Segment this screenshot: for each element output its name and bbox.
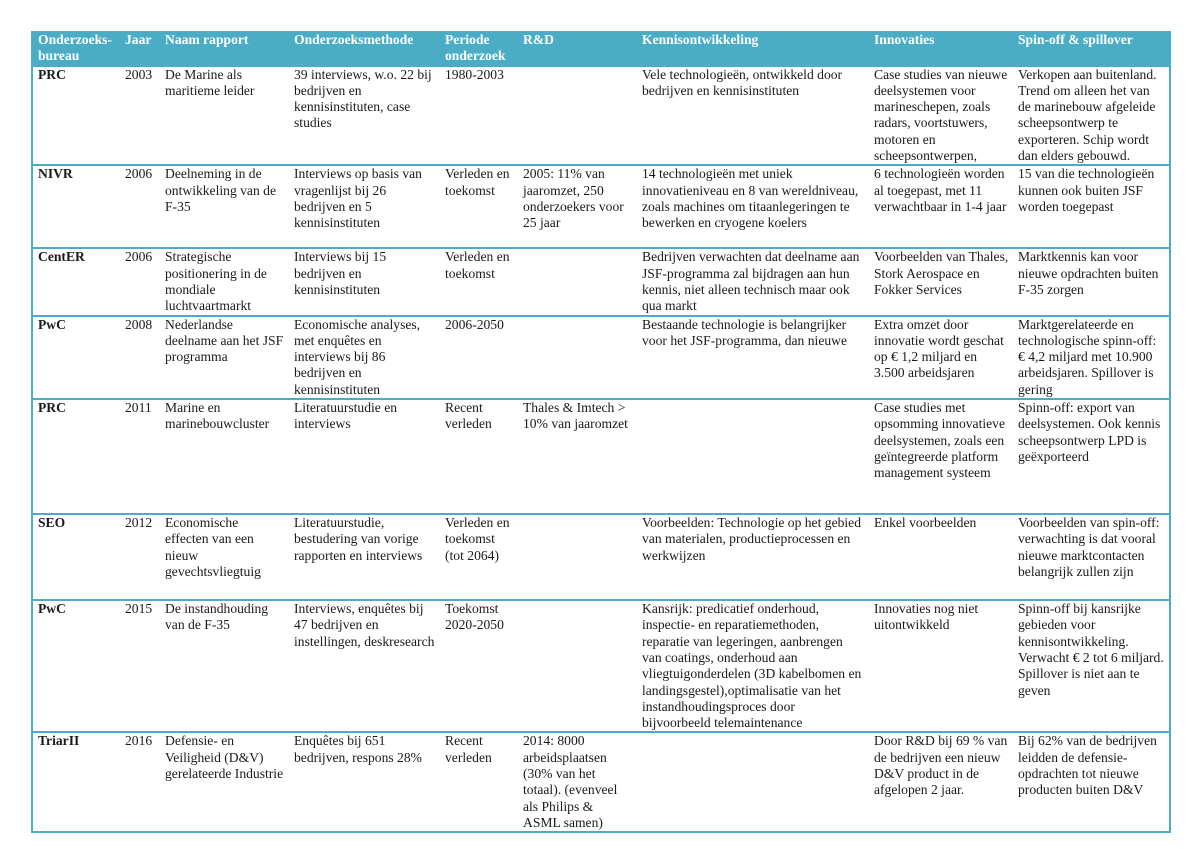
cell-kennisontwikkeling (637, 398, 869, 515)
column-header-naam-rapport: Naam rapport (160, 31, 289, 66)
cell-onderzoeksmethode: Interviews bij 15 bedrijven en kennisins… (289, 247, 440, 316)
cell-innovaties: Enkel voorbeelden (869, 513, 1013, 601)
cell-naam-rapport: Deelneming in de ontwikkeling van de F-3… (160, 164, 289, 249)
cell-naam-rapport: Economische effecten van een nieuw gevec… (160, 513, 289, 601)
cell-jaar: 2006 (120, 164, 160, 249)
cell-r-and-d (518, 599, 637, 733)
cell-jaar: 2012 (120, 513, 160, 601)
cell-innovaties: Innovaties nog niet uitontwikkeld (869, 599, 1013, 733)
cell-innovaties: Extra omzet door innovatie wordt geschat… (869, 314, 1013, 400)
cell-bureau: SEO (32, 513, 120, 601)
cell-naam-rapport: Marine en marinebouwcluster (160, 398, 289, 515)
cell-innovaties: Case studies van nieuwe deelsystemen voo… (869, 64, 1013, 166)
cell-periode: 1980-2003 (440, 64, 518, 166)
cell-spin-off-spillover: Voorbeelden van spin-off: verwachting is… (1013, 513, 1170, 601)
cell-spin-off-spillover: Spinn-off: export van deelsystemen. Ook … (1013, 398, 1170, 515)
cell-r-and-d: Thales & Imtech > 10% van jaaromzet (518, 398, 637, 515)
cell-spin-off-spillover: Bij 62% van de bedrijven leidden de defe… (1013, 731, 1170, 833)
column-header-onderzoeksmethode: Onderzoeksmethode (289, 31, 440, 66)
cell-bureau: PRC (32, 64, 120, 166)
header-row: Onderzoeks-bureau Jaar Naam rapport Onderzo… (32, 31, 1170, 66)
cell-onderzoeksmethode: Economische analyses, met enquêtes en in… (289, 314, 440, 400)
table-row: PwC 2015 De instandhouding van de F-35 Inte… (32, 599, 1170, 733)
table-row: TriarII 2016 Defensie- en Veiligheid (D&V)… (32, 731, 1170, 833)
table-row: NIVR 2006 Deelneming in de ontwikkeling va… (32, 164, 1170, 249)
cell-r-and-d (518, 314, 637, 400)
cell-periode: Verleden en toekomst (tot 2064) (440, 513, 518, 601)
cell-naam-rapport: Defensie- en Veiligheid (D&V) gerelateer… (160, 731, 289, 833)
cell-naam-rapport: De instandhouding van de F-35 (160, 599, 289, 733)
column-header-periode: Periode onderzoek (440, 31, 518, 66)
cell-spin-off-spillover: Verkopen aan buitenland. Trend om alleen… (1013, 64, 1170, 166)
cell-onderzoeksmethode: Enquêtes bij 651 bedrijven, respons 28% (289, 731, 440, 833)
cell-spin-off-spillover: Marktgerelateerde en technologische spin… (1013, 314, 1170, 400)
cell-onderzoeksmethode: Literatuurstudie, bestudering van vorige… (289, 513, 440, 601)
cell-innovaties: Case studies met opsomming innovatieve d… (869, 398, 1013, 515)
cell-onderzoeksmethode: Literatuurstudie en interviews (289, 398, 440, 515)
cell-periode: Verleden en toekomst (440, 247, 518, 316)
table-row: PwC 2008 Nederlandse deelname aan het JSF … (32, 314, 1170, 400)
cell-periode: Recent verleden (440, 398, 518, 515)
cell-spin-off-spillover: 15 van die technologieën kunnen ook buit… (1013, 164, 1170, 249)
cell-kennisontwikkeling: Bestaande technologie is belangrijker vo… (637, 314, 869, 400)
cell-jaar: 2008 (120, 314, 160, 400)
table-row: CentER 2006 Strategische positionering in … (32, 247, 1170, 316)
column-header-bureau: Onderzoeks-bureau (32, 31, 120, 66)
cell-jaar: 2015 (120, 599, 160, 733)
column-header-innovaties: Innovaties (869, 31, 1013, 66)
table-header: Onderzoeks-bureau Jaar Naam rapport Onderzo… (32, 31, 1170, 66)
cell-spin-off-spillover: Marktkennis kan voor nieuwe opdrachten b… (1013, 247, 1170, 316)
table-row: SEO 2012 Economische effecten van een nieu… (32, 513, 1170, 601)
table-row: PRC 2011 Marine en marinebouwcluster Litera… (32, 398, 1170, 515)
cell-bureau: PwC (32, 599, 120, 733)
cell-naam-rapport: Nederlandse deelname aan het JSF program… (160, 314, 289, 400)
cell-onderzoeksmethode: Interviews, enquêtes bij 47 bedrijven en… (289, 599, 440, 733)
cell-innovaties: 6 technologieën worden al toegepast, met… (869, 164, 1013, 249)
cell-jaar: 2006 (120, 247, 160, 316)
cell-jaar: 2016 (120, 731, 160, 833)
cell-periode: Verleden en toekomst (440, 164, 518, 249)
cell-spin-off-spillover: Spinn-off bij kansrijke gebieden voor ke… (1013, 599, 1170, 733)
cell-r-and-d: 2014: 8000 arbeidsplaatsen (30% van het … (518, 731, 637, 833)
cell-bureau: PRC (32, 398, 120, 515)
cell-r-and-d (518, 513, 637, 601)
cell-bureau: TriarII (32, 731, 120, 833)
cell-onderzoeksmethode: Interviews op basis van vragenlijst bij … (289, 164, 440, 249)
column-header-kennisontwikkeling: Kennisontwikkeling (637, 31, 869, 66)
research-overview-table: Onderzoeks-bureau Jaar Naam rapport Onderzo… (31, 31, 1171, 834)
cell-jaar: 2011 (120, 398, 160, 515)
cell-kennisontwikkeling: 14 technologieën met uniek innovatienive… (637, 164, 869, 249)
cell-bureau: CentER (32, 247, 120, 316)
cell-r-and-d (518, 64, 637, 166)
cell-periode: Recent verleden (440, 731, 518, 833)
cell-innovaties: Voorbeelden van Thales, Stork Aerospace … (869, 247, 1013, 316)
column-header-spin-off-spillover: Spin-off & spillover (1013, 31, 1170, 66)
cell-bureau: PwC (32, 314, 120, 400)
cell-bureau: NIVR (32, 164, 120, 249)
cell-naam-rapport: De Marine als maritieme leider (160, 64, 289, 166)
cell-r-and-d: 2005: 11% van jaaromzet, 250 onderzoeker… (518, 164, 637, 249)
column-header-r-and-d: R&D (518, 31, 637, 66)
cell-innovaties: Door R&D bij 69 % van de bedrijven een n… (869, 731, 1013, 833)
cell-kennisontwikkeling: Bedrijven verwachten dat deelname aan JS… (637, 247, 869, 316)
column-header-jaar: Jaar (120, 31, 160, 66)
table-row: PRC 2003 De Marine als maritieme leider 39 … (32, 64, 1170, 166)
cell-periode: Toekomst 2020-2050 (440, 599, 518, 733)
cell-jaar: 2003 (120, 64, 160, 166)
cell-r-and-d (518, 247, 637, 316)
cell-kennisontwikkeling: Vele technologieën, ontwikkeld door bedr… (637, 64, 869, 166)
table-body: PRC 2003 De Marine als maritieme leider 39 … (32, 64, 1170, 833)
cell-periode: 2006-2050 (440, 314, 518, 400)
cell-kennisontwikkeling (637, 731, 869, 833)
cell-naam-rapport: Strategische positionering in de mondial… (160, 247, 289, 316)
cell-kennisontwikkeling: Kansrijk: predicatief onderhoud, inspect… (637, 599, 869, 733)
cell-kennisontwikkeling: Voorbeelden: Technologie op het gebied v… (637, 513, 869, 601)
cell-onderzoeksmethode: 39 interviews, w.o. 22 bij bedrijven en … (289, 64, 440, 166)
